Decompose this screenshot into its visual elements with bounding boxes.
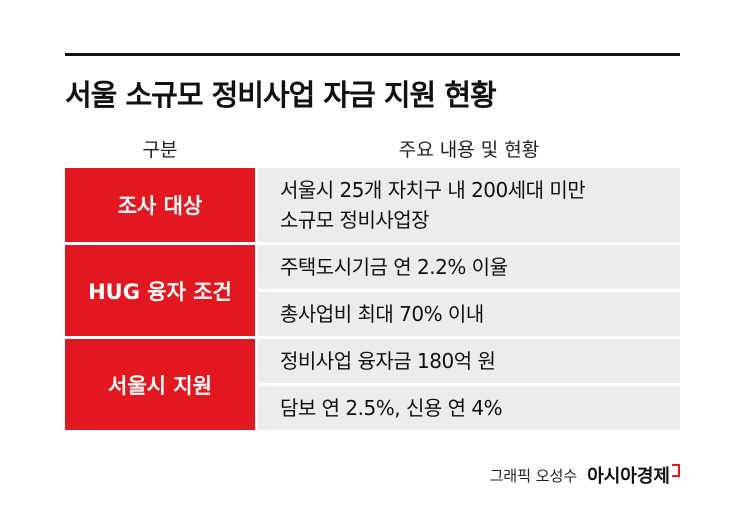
row-label: 조사 대상 — [65, 168, 255, 242]
cell-line: 총사업비 최대 70% 이내 — [280, 302, 484, 326]
credit: 그래픽 오성수 — [489, 466, 578, 485]
row-label: 서울시 지원 — [65, 339, 255, 430]
cell-line: 서울시 25개 자치구 내 200세대 미만 — [280, 178, 586, 202]
footer: 그래픽 오성수 아시아경제 — [490, 462, 680, 488]
row-label: HUG 융자 조건 — [65, 245, 255, 336]
cell-line: 소규모 정비사업장 — [280, 208, 430, 232]
table-row: 조사 대상 서울시 25개 자치구 내 200세대 미만 소규모 정비사업장 — [65, 168, 680, 242]
cell-line: 정비사업 융자금 180억 원 — [280, 349, 496, 373]
cell: 주택도시기금 연 2.2% 이율 — [258, 245, 680, 289]
cell-line: 주택도시기금 연 2.2% 이율 — [280, 255, 508, 279]
cell: 담보 연 2.5%, 신용 연 4% — [258, 386, 680, 430]
cell-line: 담보 연 2.5%, 신용 연 4% — [280, 396, 503, 420]
brand: 아시아경제 — [587, 466, 670, 487]
column-header: 주요 내용 및 현황 — [398, 139, 540, 161]
cell: 총사업비 최대 70% 이내 — [258, 292, 680, 336]
table-row: 서울시 지원 정비사업 융자금 180억 원 담보 연 2.5%, 신용 연 4% — [65, 339, 680, 430]
table: 조사 대상 서울시 25개 자치구 내 200세대 미만 소규모 정비사업장 HUG … — [65, 168, 680, 430]
top-rule — [65, 53, 680, 56]
brand-mark — [672, 463, 680, 477]
cell: 정비사업 융자금 180억 원 — [258, 339, 680, 383]
column-header: 구분 — [142, 139, 178, 161]
table-row: HUG 융자 조건 주택도시기금 연 2.2% 이율 총사업비 최대 70% 이내 — [65, 245, 680, 336]
title: 서울 소규모 정비사업 자금 지원 현황 — [65, 78, 497, 112]
